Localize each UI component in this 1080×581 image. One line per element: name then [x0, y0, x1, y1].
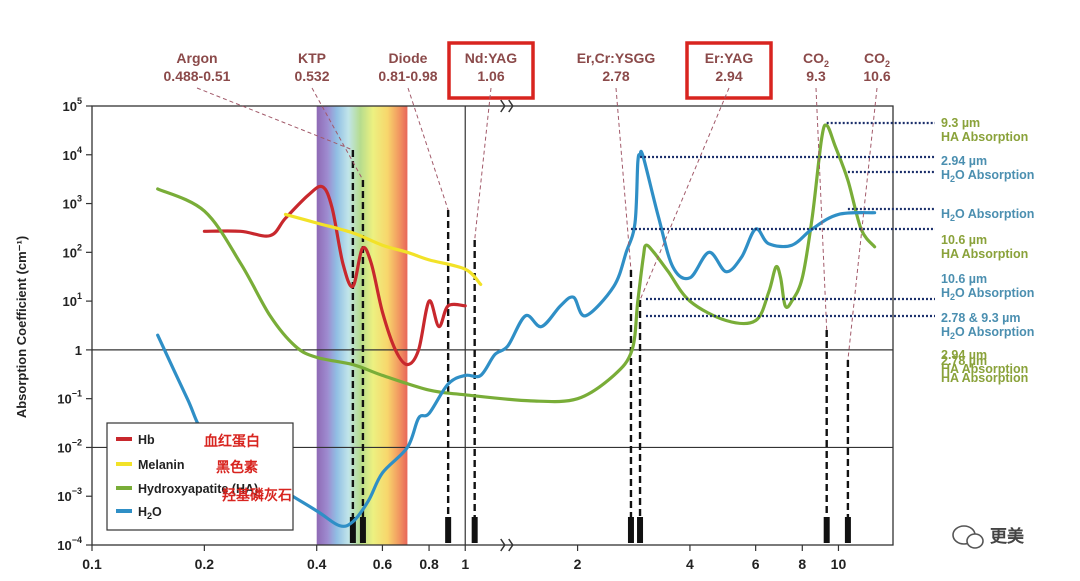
series-line-melanin — [283, 212, 483, 286]
x-tick-label-3: 0.6 — [373, 556, 393, 572]
watermark-text: 更美 — [990, 526, 1025, 546]
annotation-line1-1: 2.94 µm — [941, 154, 987, 168]
annotation-line1-6: 2.94 µm — [941, 348, 987, 362]
annotation-line1-7: 2.78 µm — [941, 354, 987, 368]
y-tick-label-8: 10−3 — [57, 486, 82, 504]
y-tick-label-0: 105 — [63, 96, 82, 114]
legend-note-hb: 血红蛋白 — [204, 433, 260, 449]
annotation-line1-5: 2.78 & 9.3 µm — [941, 311, 1020, 325]
laser-pointer-6 — [815, 87, 828, 331]
laser-wavelength-6: 9.3 — [806, 68, 826, 84]
laser-wavelength-5: 2.94 — [715, 68, 742, 84]
laser-name-3: Nd:YAG — [465, 50, 517, 66]
annotation-line1-0: 9.3 µm — [941, 116, 980, 130]
laser-pointer-4 — [615, 87, 632, 271]
laser-wavelength-1: 0.532 — [294, 68, 329, 84]
legend-box — [106, 422, 294, 531]
laser-wavelength-7: 10.6 — [863, 68, 890, 84]
y-tick-label-2: 103 — [63, 194, 82, 212]
x-tick-label-2: 0.4 — [307, 556, 327, 572]
laser-name-4: Er,Cr:YSGG — [577, 50, 656, 66]
annotation-line2-6: HA Absorption — [941, 362, 1028, 376]
laser-bottom-mark-2 — [445, 517, 452, 543]
annotation-line2-7: HA Absorption — [941, 371, 1028, 385]
laser-highlight-box-5 — [685, 41, 773, 100]
legend-label-hb: Hb — [138, 433, 155, 447]
laser-wavelength-2: 0.81-0.98 — [378, 68, 437, 84]
laser-pointer-5 — [639, 87, 730, 301]
laser-name-7: CO2 — [864, 50, 890, 69]
x-tick-label-7: 4 — [686, 556, 694, 572]
laser-wavelength-3: 1.06 — [477, 68, 504, 84]
legend-label-melanin: Melanin — [138, 458, 185, 472]
laser-wavelength-4: 2.78 — [602, 68, 629, 84]
y-tick-label-5: 1 — [75, 343, 82, 358]
x-tick-label-10: 10 — [831, 556, 847, 572]
y-axis-title: Absorption Coefficient (cm⁻¹) — [14, 236, 29, 418]
y-tick-label-6: 10−1 — [57, 389, 82, 407]
legend-note-melanin: 黑色素 — [216, 459, 258, 475]
annotation-line2-2: H2O Absorption — [941, 207, 1034, 223]
laser-highlight-box-3 — [447, 41, 535, 100]
x-tick-label-6: 2 — [574, 556, 582, 572]
laser-pointer-1 — [311, 87, 364, 181]
laser-pointer-3 — [474, 87, 492, 241]
y-tick-label-9: 10−4 — [57, 535, 82, 553]
legend-label-ha: Hydroxyapatite (HA) — [138, 482, 258, 496]
x-tick-label-5: 1 — [461, 556, 469, 572]
annotation-line2-3: HA Absorption — [941, 247, 1028, 261]
annotation-line2-1: H2O Absorption — [941, 168, 1034, 184]
laser-bottom-mark-7 — [844, 517, 851, 543]
x-tick-label-8: 6 — [752, 556, 760, 572]
axis-break-bottom — [500, 538, 514, 552]
laser-name-0: Argon — [176, 50, 217, 66]
axis-break-top — [500, 99, 514, 113]
x-tick-label-1: 0.2 — [195, 556, 215, 572]
laser-bottom-mark-1 — [359, 517, 366, 543]
y-tick-label-7: 10−2 — [57, 437, 82, 455]
series-line-h2o — [156, 149, 877, 528]
annotation-line1-4: 10.6 µm — [941, 272, 987, 286]
annotation-line2-0: HA Absorption — [941, 130, 1028, 144]
x-tick-label-9: 8 — [798, 556, 806, 572]
laser-name-1: KTP — [298, 50, 326, 66]
laser-bottom-mark-4 — [627, 517, 634, 543]
y-tick-label-3: 102 — [63, 242, 82, 260]
laser-bottom-mark-0 — [349, 517, 356, 543]
legend: Hb Melanin Hydroxyapatite (HA) H2O 血红蛋白 … — [106, 422, 294, 531]
laser-bottom-mark-6 — [823, 517, 830, 543]
laser-bottom-mark-3 — [471, 517, 478, 543]
y-tick-label-4: 101 — [63, 291, 82, 309]
laser-wavelength-0: 0.488-0.51 — [164, 68, 231, 84]
laser-name-2: Diode — [389, 50, 428, 66]
x-tick-label-4: 0.8 — [419, 556, 439, 572]
laser-name-5: Er:YAG — [705, 50, 754, 66]
series-line-ha — [156, 123, 877, 404]
watermark: 更美 — [952, 525, 1025, 549]
y-tick-label-1: 104 — [63, 145, 82, 163]
annotation-line2-5: H2O Absorption — [941, 325, 1034, 341]
laser-pointer-2 — [407, 87, 449, 211]
laser-name-6: CO2 — [803, 50, 829, 69]
wechat-icon-inner — [966, 533, 984, 549]
legend-label-h2o: H2O — [138, 505, 162, 521]
series-line-hb — [202, 184, 467, 367]
laser-bottom-mark-5 — [637, 517, 644, 543]
annotation-line2-4: H2O Absorption — [941, 286, 1034, 302]
annotation-line1-3: 10.6 µm — [941, 233, 987, 247]
plot-frame — [91, 105, 894, 546]
x-tick-label-0: 0.1 — [82, 556, 102, 572]
laser-pointer-7 — [847, 87, 878, 361]
legend-note-ha: 羟基磷灰石 — [222, 487, 292, 503]
